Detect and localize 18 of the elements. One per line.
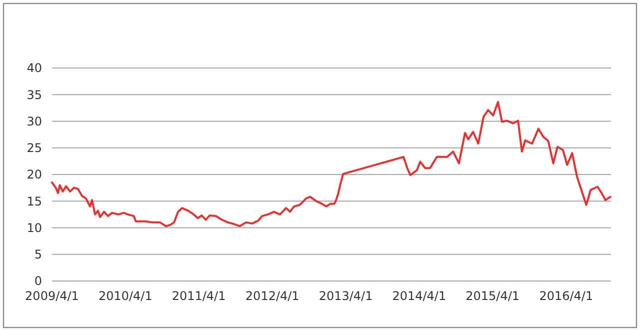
y-tick-label: 25 — [26, 141, 42, 156]
x-tick-label: 2014/4/1 — [392, 289, 446, 303]
y-tick-label: 0 — [34, 274, 42, 288]
y-tick-label: 40 — [26, 61, 42, 76]
x-tick-label: 2011/4/1 — [172, 289, 226, 303]
y-tick-label: 30 — [26, 114, 42, 128]
line-series — [51, 101, 612, 228]
x-tick-label: 2009/4/1 — [25, 289, 79, 303]
x-tick-label: 2015/4/1 — [466, 289, 520, 303]
y-tick-label: 5 — [34, 248, 42, 262]
y-tick-label: 20 — [26, 168, 42, 182]
y-tick-label: 10 — [26, 220, 42, 235]
x-tick-label: 2016/4/1 — [539, 289, 594, 303]
y-tick-label: 35 — [26, 88, 42, 102]
x-tick-label: 2012/4/1 — [245, 289, 300, 303]
x-tick-label: 2010/4/1 — [98, 289, 152, 303]
y-tick-label: 15 — [26, 194, 42, 208]
x-tick-label: 2013/4/1 — [318, 289, 373, 303]
